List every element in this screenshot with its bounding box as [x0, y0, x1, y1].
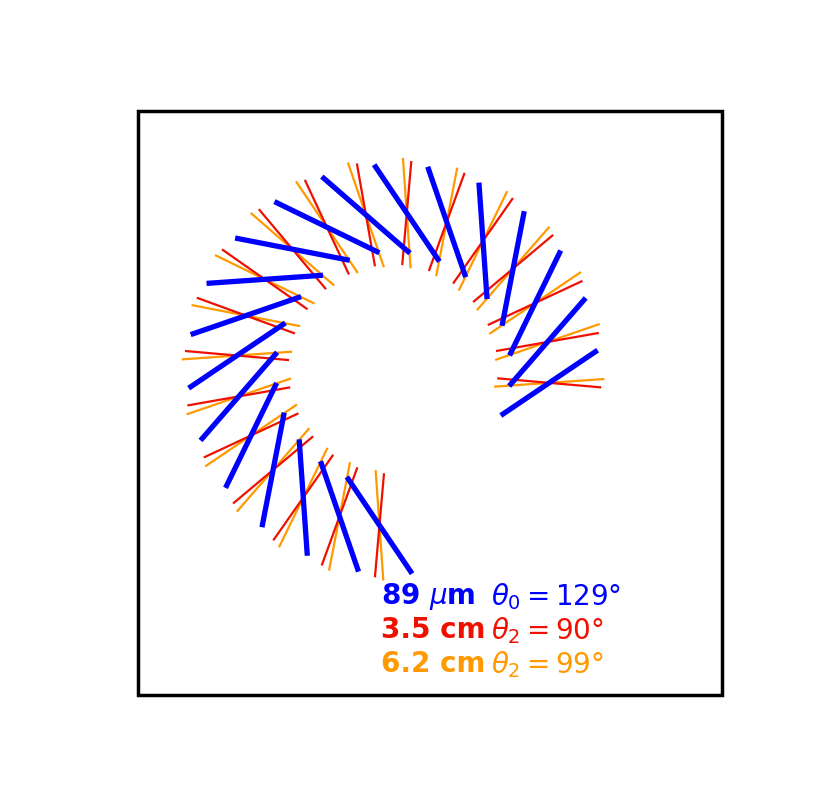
Text: $\theta_2 = 99°$: $\theta_2 = 99°$ — [492, 649, 604, 680]
Text: $\theta_2 = 90°$: $\theta_2 = 90°$ — [492, 615, 604, 646]
Text: $\theta_0 = 129°$: $\theta_0 = 129°$ — [492, 581, 622, 612]
Text: 89 $\mu$m: 89 $\mu$m — [381, 581, 476, 612]
Text: 3.5 cm: 3.5 cm — [381, 616, 485, 644]
Text: 6.2 cm: 6.2 cm — [381, 650, 485, 678]
